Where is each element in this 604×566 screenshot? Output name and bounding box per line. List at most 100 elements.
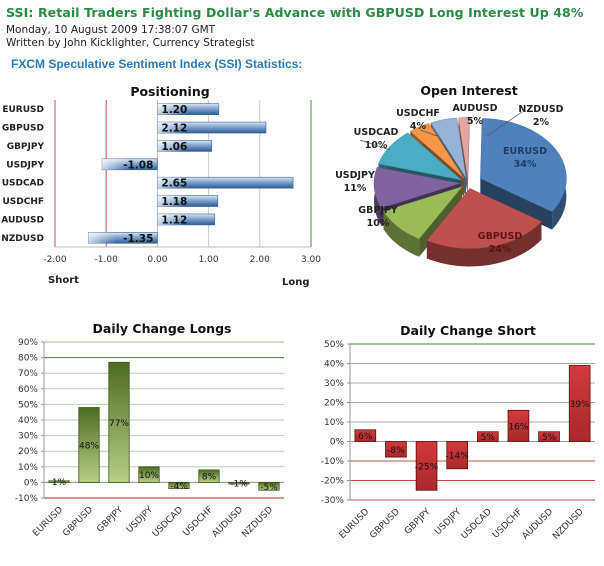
pie-slice-usdjpy [373,167,461,209]
y-tick-label: 90% [18,338,38,348]
data-label: 10% [139,471,159,481]
y-tick-label: 80% [18,354,38,364]
pie-label: NZDUSD [518,104,563,115]
y-tick-label: -30% [321,496,345,506]
x-tick-label: 3.00 [301,255,321,265]
category-label: USDCHF [491,507,525,541]
pie-slice-nzdusd [458,117,470,178]
data-label: 5% [481,433,496,443]
bar [476,431,499,442]
bar-highlight [157,213,186,225]
y-tick-label: 40% [324,360,344,370]
data-label: -5% [260,483,278,493]
data-label: 1.18 [161,196,187,208]
y-tick-label: 30% [18,432,38,442]
x-tick-label: 0.00 [147,255,167,265]
pie-slice-eurusd [480,118,567,212]
category-label: NZDUSD [240,505,275,540]
y-tick-label: 10% [324,418,344,428]
category-label: GBPJPY [403,507,433,537]
data-label: 8% [202,473,217,483]
short-annotation: Short [48,275,79,286]
data-label: -14% [446,452,470,462]
category-label: GBPUSD [368,507,402,541]
pie-pct-label: 4% [410,121,427,132]
y-tick-label: 40% [18,416,38,426]
pie-label: GBPUSD [478,231,523,242]
y-tick-label: 50% [324,340,344,350]
category-label: USDCAD [151,505,185,539]
y-tick-label: 20% [18,447,38,457]
category-label: GBPJPY [7,142,45,152]
positioning-chart: Positioning 1.20 2.12 1.06 -1.08 2.65 1.18 1.1… [1,84,321,288]
data-label: 1% [52,478,67,488]
category-label: USDCHF [182,505,216,539]
data-label: -25% [415,462,439,472]
category-label: USDCAD [2,179,44,189]
category-label: GBPUSD [61,505,95,539]
category-label: NZDUSD [1,234,44,244]
data-label: 1.12 [161,214,187,226]
pie-label: EURUSD [503,146,547,157]
bar-highlight [157,177,186,189]
data-label: 48% [79,441,99,451]
category-label: EURUSD [338,507,372,541]
data-label: -1.35 [123,233,153,245]
category-label: AUDUSD [211,505,246,540]
y-tick-label: 0% [330,438,345,448]
y-tick-label: 30% [324,379,344,389]
bar [198,469,220,483]
category-label: AUDUSD [1,215,44,225]
article-author: Written by John Kicklighter, Currency St… [6,37,255,49]
data-label: 77% [109,419,129,429]
bar-highlight [157,195,186,207]
data-label: 5% [542,433,557,443]
pie-slice-usdcad [378,132,463,181]
pie-slice-gbpjpy [383,186,463,240]
bar [48,480,70,483]
bar [78,407,100,483]
data-label: 1.06 [161,141,187,153]
y-tick-label: 20% [324,399,344,409]
bar [568,365,591,442]
y-tick-label: 0% [24,478,39,488]
leader-line [419,129,438,137]
y-tick-label: -10% [15,494,39,504]
y-tick-label: -10% [321,457,345,467]
data-label: -8% [387,446,405,456]
y-tick-label: 10% [18,463,38,473]
category-label: USDJPY [125,505,155,535]
pie-slice-wall [426,221,542,267]
category-label: USDCAD [460,507,494,541]
y-tick-label: 50% [18,400,38,410]
category-label: USDCHF [2,197,44,207]
data-label: -1% [230,480,248,490]
y-tick-label: -20% [321,477,345,487]
category-label: USDJPY [433,507,463,537]
x-tick-label: 1.00 [199,255,219,265]
longs-title: Daily Change Longs [93,321,232,336]
pie-slice-audusd [430,117,467,178]
bar [507,409,530,442]
bar-highlight [157,140,186,152]
pie-pct-label: 34% [514,159,537,170]
bar [415,441,438,491]
bar [138,466,160,483]
pie-label: USDCHF [396,108,440,119]
pie-label: AUDUSD [452,103,497,114]
bar-highlight [102,158,131,170]
open-interest-chart: Open Interest EURUSD 34% GBPUSD 24% GBPJPY 10… [335,83,567,267]
bar-highlight [157,103,186,115]
shorts-title: Daily Change Short [400,323,536,338]
pie-label: USDJPY [335,170,375,181]
long-annotation: Long [282,277,310,288]
daily-change-short-chart: Daily Change Short 6% -8% -25% -14% 5% 16% 5% 3… [321,323,595,542]
pie-pct-label: 11% [344,183,367,194]
leader-line [486,111,523,137]
data-label: -1.08 [123,159,153,171]
y-tick-label: 70% [18,369,38,379]
bar [108,361,130,483]
pie-label: GBPJPY [358,205,397,216]
pie-label: USDCAD [354,127,399,138]
